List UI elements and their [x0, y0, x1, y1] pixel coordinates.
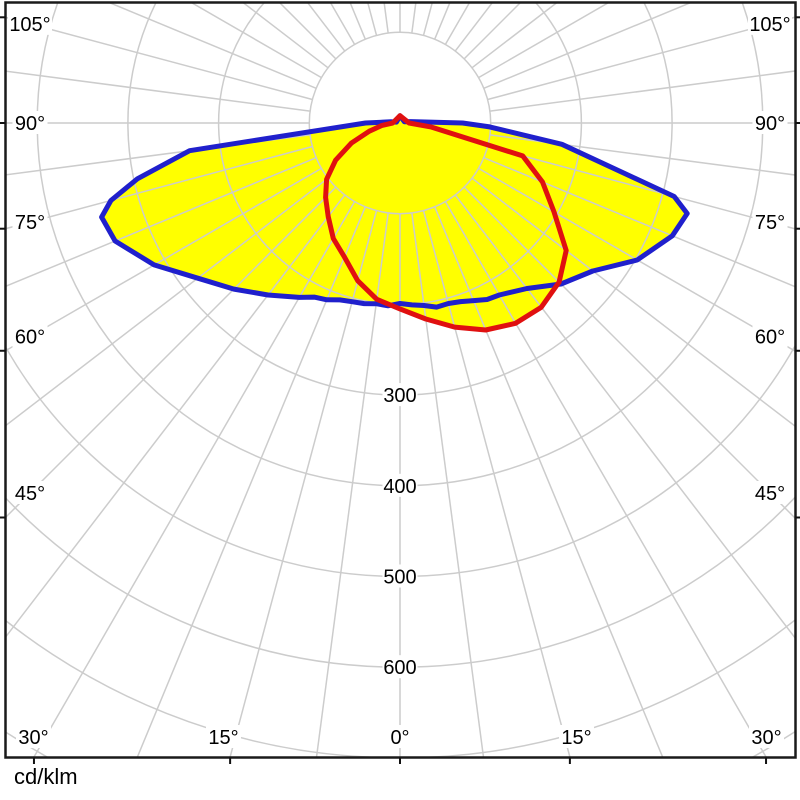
gamma-label: 105°	[9, 14, 50, 36]
red-curve	[323, 113, 569, 333]
gamma-label: 15°	[208, 727, 238, 749]
gamma-label: 60°	[15, 327, 45, 349]
blue-curve	[99, 113, 690, 310]
gamma-label: 105°	[749, 14, 790, 36]
axis-ticks	[0, 16, 800, 764]
r-tick-label: 600	[383, 657, 416, 679]
r-tick-label: 400	[383, 476, 416, 498]
gamma-label: 15°	[561, 727, 591, 749]
r-tick-label: 300	[383, 385, 416, 407]
gamma-label: 45°	[755, 483, 785, 505]
intensity-fill	[325, 115, 567, 330]
axis-labels: 105° 90° 75° 60° 45° 30° 15° 0° 15° 30° 45° 60° 75° 9…	[8, 11, 792, 749]
gamma-label: 75°	[15, 212, 45, 234]
r-tick-label: 500	[383, 567, 416, 589]
gamma-label: 90°	[15, 113, 45, 135]
gamma-label: 30°	[751, 727, 781, 749]
gamma-label: 60°	[755, 327, 785, 349]
gamma-label: 75°	[755, 212, 785, 234]
gamma-label: 90°	[755, 113, 785, 135]
gamma-label: 30°	[18, 727, 48, 749]
gamma-label: 0°	[390, 727, 409, 749]
unit-label: cd/klm	[14, 764, 78, 789]
gamma-label: 45°	[15, 483, 45, 505]
